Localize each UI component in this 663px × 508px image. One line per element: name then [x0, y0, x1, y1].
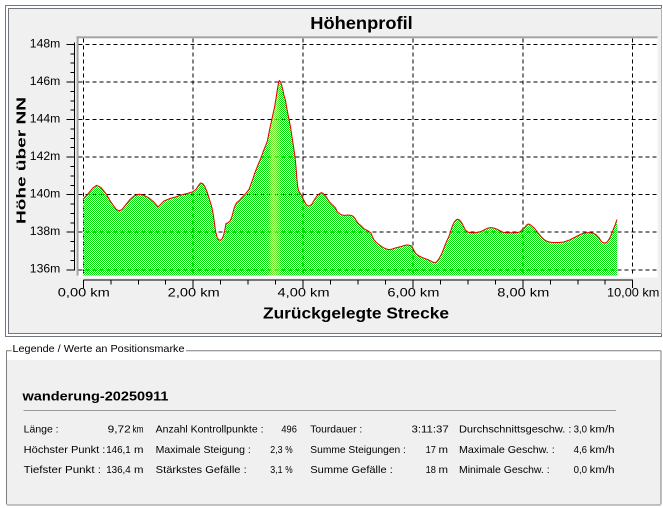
svg-text:6,00 km: 6,00 km	[387, 287, 439, 300]
svg-text:0,00 km: 0,00 km	[58, 287, 110, 300]
svg-text:136m: 136m	[30, 263, 61, 276]
svg-text:496: 496	[281, 425, 297, 436]
svg-text:Stärkstes Gefälle :: Stärkstes Gefälle :	[156, 465, 247, 476]
svg-text:Höhe über NN: Höhe über NN	[14, 97, 28, 224]
svg-text:9,72: 9,72	[108, 425, 131, 436]
svg-text:Durchschnittsgeschw. :: Durchschnittsgeschw. :	[459, 425, 571, 436]
svg-text:17: 17	[426, 445, 437, 456]
svg-text:km/h: km/h	[590, 465, 615, 476]
svg-text:Maximale Steigung :: Maximale Steigung :	[156, 445, 251, 456]
svg-text:m: m	[134, 465, 144, 476]
svg-text:18: 18	[426, 465, 437, 476]
svg-text:8,00 km: 8,00 km	[497, 287, 549, 300]
svg-text:m: m	[134, 445, 144, 456]
svg-text:148m: 148m	[30, 37, 61, 50]
svg-text:wanderung-20250911: wanderung-20250911	[21, 388, 168, 403]
svg-text:0,0: 0,0	[574, 465, 588, 476]
svg-text:2,00 km: 2,00 km	[168, 287, 220, 300]
svg-text:Länge :: Länge :	[24, 425, 59, 436]
svg-text:138m: 138m	[30, 225, 61, 238]
svg-text:3,0: 3,0	[574, 425, 588, 436]
svg-text:140m: 140m	[30, 188, 61, 201]
svg-text:Höhenprofil: Höhenprofil	[310, 13, 413, 33]
svg-text:km/h: km/h	[590, 445, 615, 456]
svg-text:m: m	[439, 445, 449, 456]
svg-text:3:11:37: 3:11:37	[412, 425, 450, 436]
svg-text:Legende / Werte an Positionsma: Legende / Werte an Positionsmarke	[13, 344, 185, 355]
svg-text:2,3: 2,3	[270, 445, 283, 456]
svg-text:142m: 142m	[30, 150, 61, 163]
svg-text:Minimale Geschw. :: Minimale Geschw. :	[459, 465, 550, 476]
svg-text:Zurückgelegte Strecke: Zurückgelegte Strecke	[263, 306, 449, 323]
svg-text:Maximale Geschw. :: Maximale Geschw. :	[459, 445, 555, 456]
svg-text:Summe Steigungen :: Summe Steigungen :	[310, 445, 406, 456]
svg-text:km: km	[133, 425, 144, 436]
svg-text:10,00 km: 10,00 km	[607, 287, 659, 300]
svg-text:146m: 146m	[30, 75, 61, 88]
svg-text:136,4: 136,4	[106, 465, 131, 476]
svg-text:Summe Gefälle :: Summe Gefälle :	[310, 465, 393, 476]
svg-text:4,00 km: 4,00 km	[278, 287, 330, 300]
svg-text:Tourdauer :: Tourdauer :	[310, 425, 362, 436]
svg-text:144m: 144m	[30, 113, 61, 126]
svg-text:Höchster Punkt :: Höchster Punkt :	[24, 445, 106, 456]
svg-text:m: m	[439, 465, 449, 476]
svg-text:km/h: km/h	[590, 425, 615, 436]
svg-text:4,6: 4,6	[574, 445, 588, 456]
svg-text:Tiefster Punkt :: Tiefster Punkt :	[24, 465, 101, 476]
svg-text:%: %	[285, 445, 292, 456]
svg-text:3,1: 3,1	[270, 465, 283, 476]
svg-text:146,1: 146,1	[106, 445, 131, 456]
svg-text:%: %	[285, 465, 292, 476]
svg-text:Anzahl Kontrollpunkte :: Anzahl Kontrollpunkte :	[156, 425, 264, 436]
